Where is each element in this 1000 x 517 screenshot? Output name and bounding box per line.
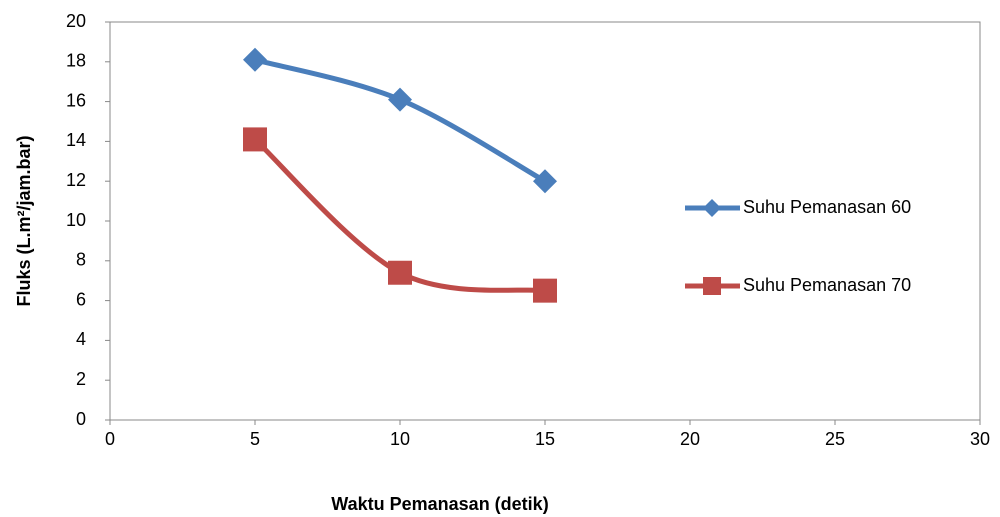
- marker: [388, 260, 412, 285]
- marker: [243, 127, 267, 152]
- y-tick-label: 14: [66, 130, 86, 150]
- y-tick-label: 6: [76, 289, 86, 309]
- marker: [533, 169, 557, 194]
- legend-label: Suhu Pemanasan 70: [743, 275, 911, 295]
- y-tick-label: 2: [76, 369, 86, 389]
- legend-marker: [703, 199, 721, 217]
- y-tick-label: 0: [76, 409, 86, 429]
- legend-marker: [703, 277, 721, 295]
- y-tick-label: 16: [66, 90, 86, 110]
- marker: [388, 87, 412, 112]
- y-tick-label: 12: [66, 170, 86, 190]
- x-tick-label: 30: [970, 429, 990, 449]
- y-axis-title: Fluks (L.m²/jam.bar): [14, 135, 34, 306]
- y-tick-label: 4: [76, 329, 86, 349]
- marker: [243, 47, 267, 72]
- marker: [533, 278, 557, 303]
- x-tick-label: 20: [680, 429, 700, 449]
- x-tick-label: 15: [535, 429, 555, 449]
- y-tick-label: 8: [76, 250, 86, 270]
- y-tick-label: 18: [66, 51, 86, 71]
- plot-area: [109, 21, 981, 421]
- x-tick-label: 10: [390, 429, 410, 449]
- x-tick-label: 0: [105, 429, 115, 449]
- series-line: [254, 57, 547, 184]
- x-tick-label: 5: [250, 429, 260, 449]
- y-tick-label: 10: [66, 210, 86, 230]
- y-tick-label: 20: [66, 11, 86, 31]
- x-tick-label: 25: [825, 429, 845, 449]
- legend-label: Suhu Pemanasan 60: [743, 197, 911, 217]
- x-axis-title: Waktu Pemanasan (detik): [331, 494, 548, 514]
